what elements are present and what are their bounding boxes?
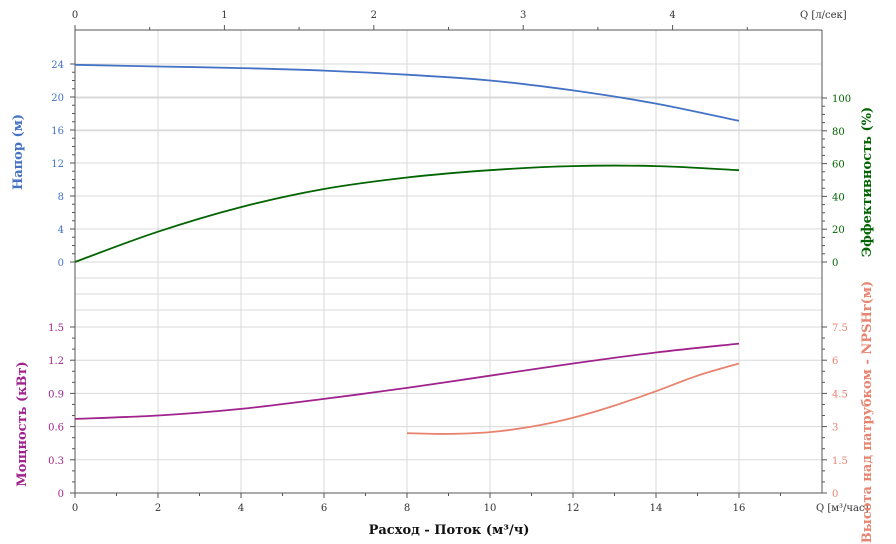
y-npsh-tick-label: 4.5 (832, 389, 848, 400)
efficiency-curve (74, 164, 740, 263)
x-top-tick-label: 2 (371, 10, 377, 21)
x-axis-title: Расход - Поток (м³/ч) (369, 523, 530, 538)
y-eff-tick-label: 0 (832, 258, 838, 269)
y-eff-tick-label: 60 (832, 160, 845, 171)
x-top-tick-label: 0 (72, 10, 78, 21)
x-bottom-tick-label: 8 (404, 503, 410, 514)
y-head-tick-label: 12 (51, 159, 64, 170)
x-bottom-tick-label: 6 (321, 503, 327, 514)
x-bottom-tick-label: 4 (238, 503, 244, 514)
y-npsh-tick-label: 0 (832, 489, 838, 500)
y-eff-tick-label: 40 (832, 192, 845, 203)
x-bottom-tick-label: 0 (72, 503, 78, 514)
x-top-tick-label: 3 (520, 10, 526, 21)
y-eff-tick-label: 80 (832, 127, 845, 138)
y-power-tick-label: 1.5 (48, 323, 64, 334)
labels: 0 2 4 6 8 10 12 14 16 Q [м³/час]0 1 2 3 4 Q [л/сек]048… (11, 10, 875, 543)
y-head-tick-label: 0 (58, 258, 64, 269)
x-bottom-tick-label: 16 (733, 503, 746, 514)
y-power-tick-label: 0.3 (48, 456, 64, 467)
y-head-tick-label: 24 (51, 60, 64, 71)
y-npsh-tick-label: 6 (832, 356, 838, 367)
x-bottom-tick-label: 12 (567, 503, 580, 514)
x-bottom-tick-label: 2 (155, 503, 161, 514)
y-head-tick-label: 20 (51, 93, 64, 104)
y-npsh-title: Высота над патрубком - NPSHr(м) (860, 281, 875, 543)
y-eff-tick-label: 20 (832, 225, 845, 236)
x-top-unit-label: Q [л/сек] (800, 10, 847, 21)
y-power-tick-label: 1.2 (48, 356, 64, 367)
y-head-tick-label: 16 (51, 126, 64, 137)
grid (75, 30, 823, 493)
head-curve (74, 63, 740, 122)
x-bottom-tick-label: 10 (484, 503, 497, 514)
y-npsh-tick-label: 3 (832, 423, 838, 434)
y-head-tick-label: 8 (58, 192, 64, 203)
y-eff-tick-label: 100 (832, 94, 851, 105)
y-power-tick-label: 0.6 (48, 423, 64, 434)
y-head-title: Напор (м) (11, 114, 26, 190)
y-power-tick-label: 0 (58, 489, 64, 500)
y-head-tick-label: 4 (58, 225, 64, 236)
y-npsh-tick-label: 7.5 (832, 323, 848, 334)
y-npsh-tick-label: 1.5 (832, 456, 848, 467)
y-eff-title: Эффективность (%) (860, 107, 875, 257)
y-power-tick-label: 0.9 (48, 389, 64, 400)
x-top-tick-label: 1 (221, 10, 227, 21)
x-top-tick-label: 4 (669, 10, 675, 21)
npsh-curve (406, 362, 740, 435)
x-bottom-unit-label: Q [м³/час] (816, 503, 869, 514)
x-bottom-tick-label: 14 (650, 503, 663, 514)
series (74, 63, 740, 435)
y-power-title: Мощность (кВт) (15, 361, 30, 486)
power-curve (74, 342, 740, 420)
